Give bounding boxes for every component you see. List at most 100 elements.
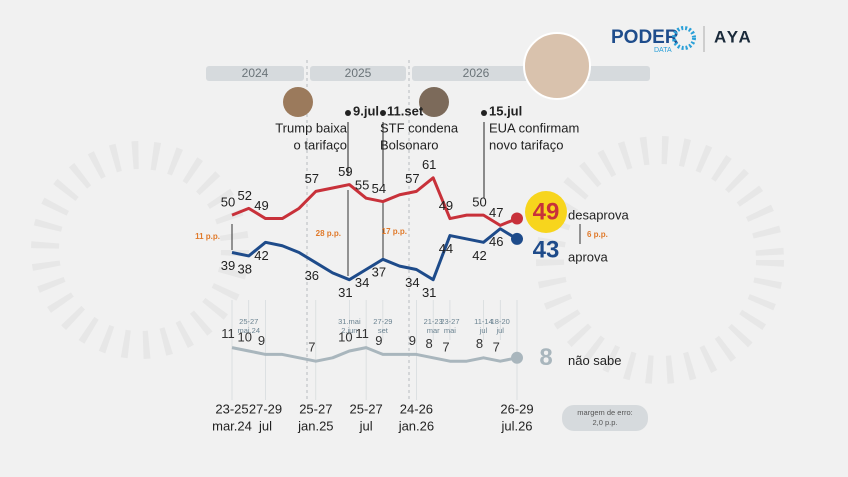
data-label: 49: [254, 198, 268, 213]
year-label: 2024: [242, 66, 269, 80]
gap-label: 6 p.p.: [587, 230, 608, 239]
data-label: 50: [221, 195, 235, 210]
annotation-date: 15.jul: [489, 103, 522, 118]
data-label: 34: [355, 275, 369, 290]
partner: AYA: [714, 27, 753, 46]
brand: PODER: [611, 27, 679, 48]
x-tick-label: jul: [258, 418, 272, 433]
x-tick-label: jul.26: [500, 418, 532, 433]
end-point: [511, 212, 523, 225]
series-line: [231, 227, 518, 282]
x-sublabel: jul: [479, 326, 488, 335]
annotation-text: novo tarifaço: [489, 137, 563, 152]
x-sublabel: 18-20: [491, 317, 510, 326]
series-line: [231, 176, 518, 227]
annotation-date: 11.set: [387, 103, 424, 118]
data-label: 42: [472, 248, 486, 263]
x-sublabel: 31.mai: [338, 317, 361, 326]
data-label: 59: [338, 164, 352, 179]
annotation-dots: [345, 110, 487, 116]
brand-sub: DATA: [654, 47, 672, 54]
data-label: 52: [238, 188, 252, 203]
annotation-date: 9.jul: [353, 103, 379, 118]
data-label: 57: [305, 171, 319, 186]
data-label: 9: [375, 333, 382, 348]
data-label: 36: [305, 268, 319, 283]
x-sublabel: mai.24: [238, 326, 261, 335]
note: margem de erro:: [577, 408, 632, 417]
x-sublabel: 25-27: [239, 317, 258, 326]
annotation-text: o tarifaço: [294, 137, 347, 152]
data-label: 47: [489, 205, 503, 220]
data-label: 42: [254, 248, 268, 263]
end-label: 8: [539, 344, 552, 371]
x-tick-label: 24-26: [400, 401, 433, 416]
x-sublabel: 11-14: [474, 317, 493, 326]
legend-label: não sabe: [568, 353, 622, 368]
data-label: 55: [355, 178, 369, 193]
data-label: 8: [426, 336, 433, 351]
data-label: 38: [238, 261, 252, 276]
x-tick-label: jul: [359, 418, 373, 433]
legend-label: aprova: [568, 249, 609, 264]
x-tick-label: jan.25: [297, 418, 333, 433]
data-label: 50: [472, 195, 486, 210]
year-label: 2026: [463, 66, 490, 80]
annotation-text: Bolsonaro: [380, 137, 439, 152]
note-box: [562, 405, 648, 431]
data-label: 61: [422, 157, 436, 172]
end-point: [511, 351, 523, 364]
data-label: 39: [221, 258, 235, 273]
data-label: 37: [372, 265, 386, 280]
data-label: 44: [439, 241, 453, 256]
x-sublabel: mai: [444, 326, 456, 335]
gap-label: 11 p.p.: [195, 232, 220, 241]
year-dividers: [306, 60, 410, 400]
gap-arrows: [231, 190, 581, 276]
brand-icon: [672, 26, 696, 50]
data-label: 7: [493, 340, 500, 355]
x-sublabel: 2.jun: [341, 326, 357, 335]
data-label: 46: [489, 234, 503, 249]
annotation-text: EUA confirmam: [489, 120, 579, 135]
year-label: 2025: [345, 66, 372, 80]
x-sublabel: jul: [495, 326, 504, 335]
x-tick-label: 23-25: [215, 401, 248, 416]
data-label: 9: [409, 333, 416, 348]
data-label: 9: [258, 333, 265, 348]
data-label: 11: [221, 326, 235, 341]
x-tick-label: 25-27: [299, 401, 332, 416]
data-label: 31: [422, 285, 436, 300]
gap-label: 17 p.p.: [382, 227, 407, 236]
data-label: 10: [238, 329, 252, 344]
legend-label: desaprova: [568, 207, 629, 222]
background-rays: [31, 136, 784, 384]
data-label: 57: [405, 171, 419, 186]
x-sublabel: 23-27: [440, 317, 459, 326]
end-label: 49: [533, 198, 560, 225]
x-tick-label: 26-29: [500, 401, 533, 416]
note: 2,0 p.p.: [592, 418, 617, 427]
end-label: 43: [533, 236, 560, 263]
x-tick-label: 27-29: [249, 401, 282, 416]
annotation-text: Trump baixa: [275, 120, 348, 135]
annotation-pins: [347, 122, 485, 198]
data-label: 49: [439, 198, 453, 213]
data-label: 8: [476, 336, 483, 351]
x-sublabel: 27-29: [373, 317, 392, 326]
data-label: 34: [405, 275, 419, 290]
data-label: 7: [442, 340, 449, 355]
gap-label: 28 p.p.: [316, 229, 341, 238]
x-tick-label: mar.24: [212, 418, 252, 433]
photos: [283, 32, 591, 117]
annotation-text: STF condena: [380, 120, 459, 135]
data-label: 31: [338, 285, 352, 300]
x-sublabel: mar: [427, 326, 440, 335]
data-label: 54: [372, 181, 386, 196]
x-sublabel: 21-23: [424, 317, 443, 326]
data-label: 7: [308, 340, 315, 355]
x-tick-label: jan.26: [398, 418, 434, 433]
data-label: 10: [338, 329, 352, 344]
x-sublabel: set: [378, 326, 389, 335]
